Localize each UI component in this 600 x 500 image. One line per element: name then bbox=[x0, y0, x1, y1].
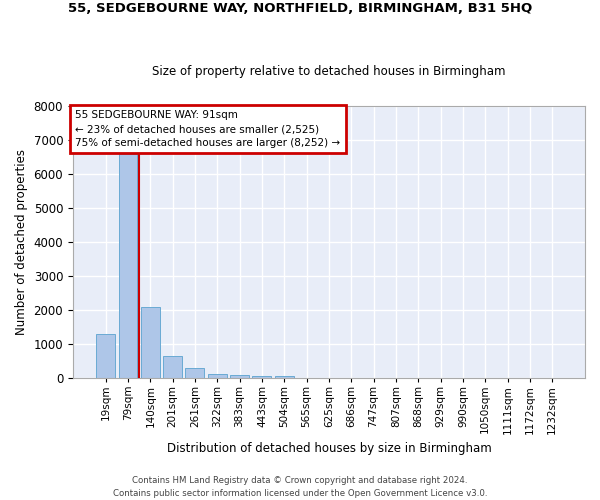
Bar bbox=[230, 375, 249, 378]
Text: 55, SEDGEBOURNE WAY, NORTHFIELD, BIRMINGHAM, B31 5HQ: 55, SEDGEBOURNE WAY, NORTHFIELD, BIRMING… bbox=[68, 2, 532, 16]
Bar bbox=[163, 356, 182, 378]
Bar bbox=[141, 308, 160, 378]
Text: 55 SEDGEBOURNE WAY: 91sqm
← 23% of detached houses are smaller (2,525)
75% of se: 55 SEDGEBOURNE WAY: 91sqm ← 23% of detac… bbox=[76, 110, 341, 148]
Bar bbox=[208, 374, 227, 378]
Title: Size of property relative to detached houses in Birmingham: Size of property relative to detached ho… bbox=[152, 66, 506, 78]
Bar bbox=[275, 376, 294, 378]
Bar bbox=[119, 154, 137, 378]
Bar bbox=[96, 334, 115, 378]
Y-axis label: Number of detached properties: Number of detached properties bbox=[15, 149, 28, 335]
X-axis label: Distribution of detached houses by size in Birmingham: Distribution of detached houses by size … bbox=[167, 442, 491, 455]
Bar bbox=[253, 376, 271, 378]
Bar bbox=[185, 368, 205, 378]
Text: Contains HM Land Registry data © Crown copyright and database right 2024.
Contai: Contains HM Land Registry data © Crown c… bbox=[113, 476, 487, 498]
